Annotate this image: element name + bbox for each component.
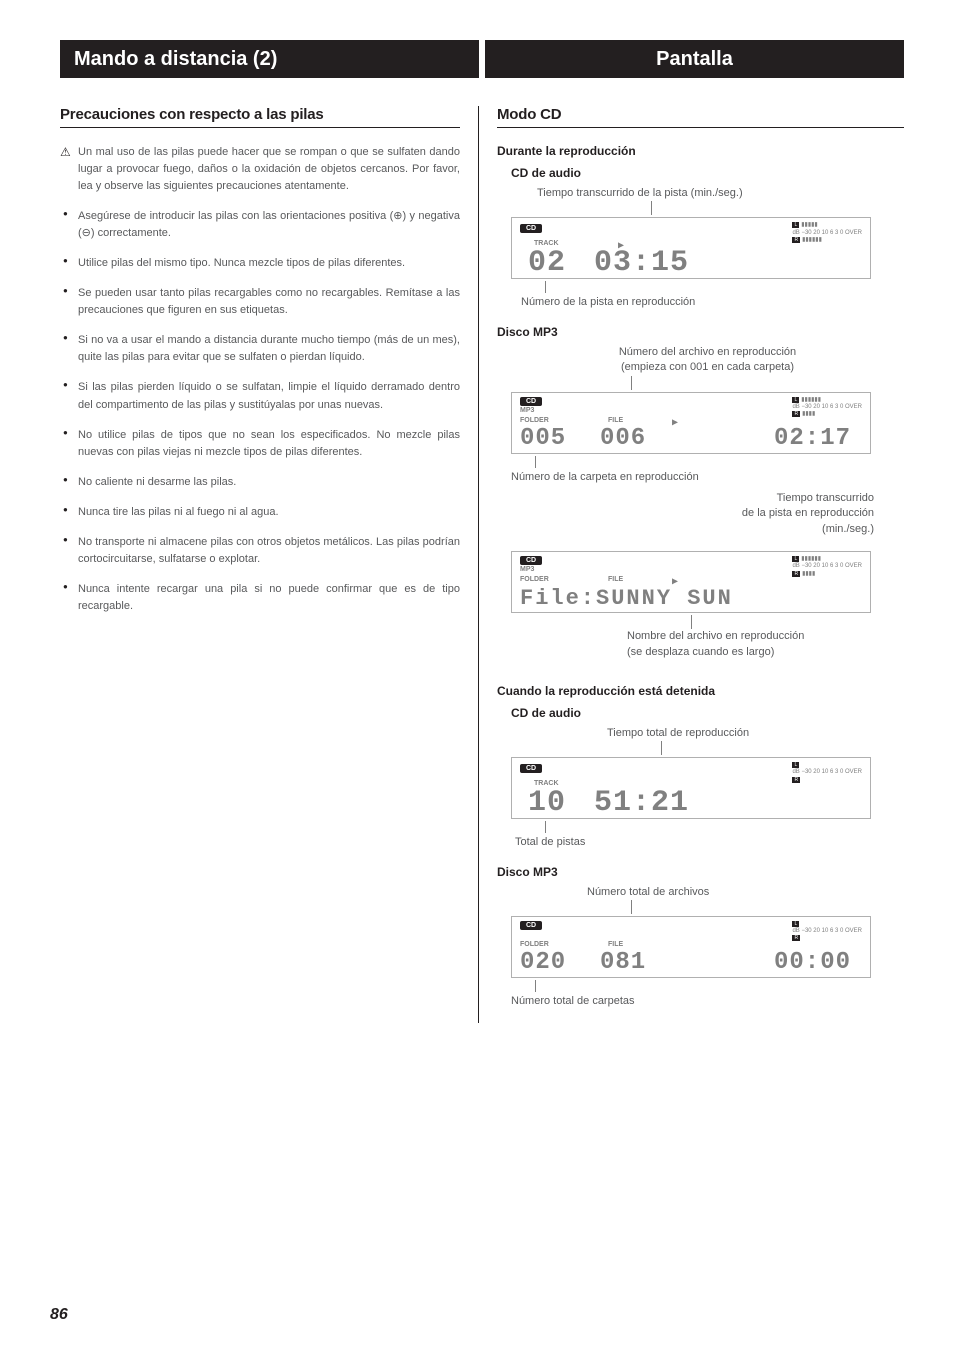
folder-label: FOLDER [520,941,549,948]
list-item: Asegúrese de introducir las pilas con la… [60,208,460,242]
lcd-mp3-playing: CD MP3 FOLDER FILE 005 006 ▶ 02:17 L▮▮▮▮… [511,392,871,454]
playback-heading: Durante la reproducción [497,144,904,158]
mp3-label: Disco MP3 [497,325,904,339]
caption-elapsed: Tiempo transcurrido de la pista (min./se… [537,186,904,201]
audio-cd-label-2: CD de audio [511,706,904,720]
audio-cd-label: CD de audio [511,166,904,180]
mp3-tag: MP3 [520,407,534,414]
cd-tag: CD [520,397,542,406]
caption-file-l1: Número del archivo en reproducción [511,345,904,360]
cd-tag: CD [520,224,542,233]
list-item: Un mal uso de las pilas puede hacer que … [60,144,460,195]
header-left: Mando a distancia (2) [60,40,479,78]
list-item: No caliente ni desarme las pilas. [60,474,460,491]
seg-time: 00:00 [774,949,851,976]
caption-elapsed-r2: de la pista en reproducción [497,506,874,521]
seg-tracks: 10 [528,786,566,819]
mp3-tag: MP3 [520,566,534,573]
mp3-label-2: Disco MP3 [497,865,904,879]
header-right: Pantalla [485,40,904,78]
file-label: FILE [608,941,623,948]
folder-label: FOLDER [520,576,549,583]
level-meter: L▮▮▮▮▮▮ dB −30 20 10 6 3 0 OVER R▮▮▮▮ [792,556,862,578]
list-item: Utilice pilas del mismo tipo. Nunca mezc… [60,255,460,272]
list-item: Si las pilas pierden líquido o se sulfat… [60,379,460,413]
file-label: FILE [608,576,623,583]
stopped-heading: Cuando la reproducción está detenida [497,684,904,698]
folder-label: FOLDER [520,417,549,424]
cd-tag: CD [520,921,542,930]
level-meter: L▮▮▮▮▮▮ dB −30 20 10 6 3 0 OVER R▮▮▮▮ [792,397,862,419]
caption-filename-l1: Nombre del archivo en reproducción [627,629,904,644]
play-icon: ▶ [672,417,678,429]
caption-file-l2: (empieza con 001 en cada carpeta) [511,360,904,375]
precautions-list: Un mal uso de las pilas puede hacer que … [60,144,460,615]
right-column: Modo CD Durante la reproducción CD de au… [478,106,904,1023]
list-item: Si no va a usar el mando a distancia dur… [60,332,460,366]
seg-folder: 005 [520,425,566,452]
level-meter: L dB −30 20 10 6 3 0 OVER R [792,762,862,784]
caption-track-playing: Número de la pista en reproducción [521,295,904,310]
lcd-mp3-stopped: CD FOLDER FILE 020 081 00:00 L dB −30 20… [511,916,871,978]
caption-filename-l2: (se desplaza cuando es largo) [627,645,904,660]
precautions-title: Precauciones con respecto a las pilas [60,106,460,128]
caption-elapsed-r1: Tiempo transcurrido [497,491,874,506]
file-label: FILE [608,417,623,424]
list-item: Nunca tire las pilas ni al fuego ni al a… [60,504,460,521]
lcd-cd-stopped: CD TRACK 10 51:21 L dB −30 20 10 6 3 0 O… [511,757,871,819]
seg-filename: File:SUNNY SUN [520,586,733,611]
cd-tag: CD [520,556,542,565]
list-item: No utilice pilas de tipos que no sean lo… [60,427,460,461]
caption-total-files: Número total de archivos [587,885,904,900]
cd-tag: CD [520,764,542,773]
lcd-mp3-filename: CD MP3 FOLDER FILE ▶ File:SUNNY SUN L▮▮▮… [511,551,871,613]
lcd-cd-playing: CD TRACK 02 ▶ 03:15 L▮▮▮▮▮ dB −30 20 10 … [511,217,871,279]
caption-total-tracks: Total de pistas [515,835,904,850]
seg-time: 02:17 [774,425,851,452]
seg-time: 51:21 [594,786,689,819]
seg-file: 006 [600,425,646,452]
seg-folder: 020 [520,949,566,976]
seg-track: 02 [528,246,566,279]
level-meter: L▮▮▮▮▮ dB −30 20 10 6 3 0 OVER R▮▮▮▮▮▮ [792,222,862,244]
caption-total-time: Tiempo total de reproducción [607,726,904,741]
level-meter: L dB −30 20 10 6 3 0 OVER R [792,921,862,943]
caption-total-folders: Número total de carpetas [511,994,904,1009]
list-item: No transporte ni almacene pilas con otro… [60,534,460,568]
caption-elapsed-r3: (min./seg.) [497,522,874,537]
left-column: Precauciones con respecto a las pilas Un… [60,106,478,1023]
list-item: Nunca intente recargar una pila si no pu… [60,581,460,615]
caption-folder-playing: Número de la carpeta en reproducción [511,470,904,485]
page-number: 86 [50,1306,68,1324]
seg-time: 03:15 [594,246,689,279]
seg-file: 081 [600,949,646,976]
modo-cd-title: Modo CD [497,106,904,128]
list-item: Se pueden usar tanto pilas recargables c… [60,285,460,319]
